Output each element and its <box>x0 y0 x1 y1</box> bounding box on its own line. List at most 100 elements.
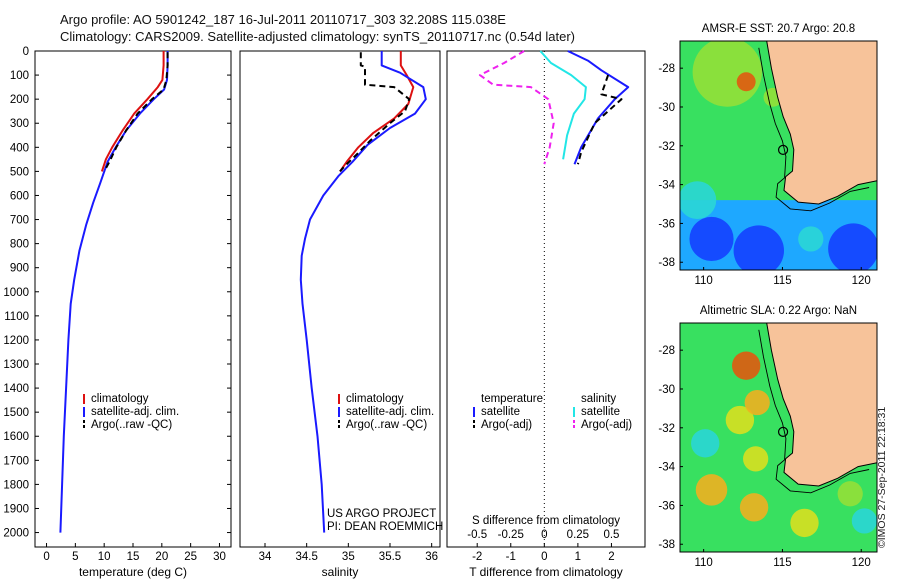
salinity-xtick-label-1: 34.5 <box>295 551 317 563</box>
temperature-xtick-label-3: 15 <box>127 551 140 563</box>
us-argo-project-label: US ARGO PROJECT <box>327 508 436 520</box>
sst-map-ytick-label-0: -28 <box>658 63 675 75</box>
difference-xlabel: T difference from climatology <box>469 565 623 579</box>
sst-map-xtick-label-0: 110 <box>694 275 712 287</box>
figure-title-line-1: Argo profile: AO 5901242_187 16-Jul-2011… <box>60 12 506 27</box>
sla-map-blob-10 <box>851 508 877 534</box>
difference-legend-header-salinity: salinity <box>581 393 616 405</box>
difference-s-tick-label-0: -0.5 <box>467 529 487 541</box>
sla-map-field <box>680 323 877 552</box>
sla-map-blob-2 <box>691 429 720 458</box>
sst-map-ytick-label-4: -36 <box>658 218 675 230</box>
temperature-series-0-line <box>100 51 165 172</box>
difference-salinity-legend-label-0: satellite <box>581 406 620 418</box>
depth-tick-label-17: 1700 <box>3 455 29 467</box>
salinity-xtick-label-3: 35.5 <box>379 551 401 563</box>
sla-map-xtick-label-0: 110 <box>694 557 712 569</box>
sst-map-blob-7 <box>828 223 877 270</box>
sst-map-ytick-label-3: -34 <box>658 180 675 192</box>
temperature-series-1-line <box>59 51 169 533</box>
sst-map-blob-5 <box>733 225 785 270</box>
difference-xtick-label-1: -1 <box>506 551 516 563</box>
sla-map-ytick-label-1: -30 <box>658 384 675 396</box>
difference-xtick-label-3: 1 <box>575 551 581 563</box>
depth-tick-label-9: 900 <box>10 263 29 275</box>
sla-map-blob-5 <box>695 474 728 506</box>
sla-map-argo-marker <box>777 426 789 437</box>
difference-xtick-label-2: 0 <box>541 551 547 563</box>
temperature-series-2-line <box>103 52 169 172</box>
pi-name-label: PI: DEAN ROEMMICH <box>327 521 443 533</box>
difference-plot-frame <box>446 50 646 548</box>
sst-map-coastline <box>766 41 877 205</box>
temperature-legend-label-1: satellite-adj. clim. <box>91 406 179 418</box>
temperature-xtick-label-5: 25 <box>184 551 197 563</box>
salinity-plot-frame <box>239 50 441 548</box>
depth-tick-label-20: 2000 <box>3 528 29 540</box>
sst-map-blob-1 <box>736 72 756 92</box>
difference-series-2-line <box>539 50 587 160</box>
depth-tick-label-3: 300 <box>10 118 29 130</box>
temperature-xtick-label-4: 20 <box>155 551 168 563</box>
difference-s-tick-label-4: 0.5 <box>603 529 619 541</box>
difference-temperature-legend-label-1: Argo(-adj) <box>481 419 532 431</box>
depth-tick-label-12: 1200 <box>3 335 29 347</box>
sst-map-ytick-label-2: -32 <box>658 141 675 153</box>
sla-map-title: Altimetric SLA: 0.22 Argo: NaN <box>700 305 857 317</box>
sst-map-land <box>766 41 877 204</box>
sst-map-xtick-label-1: 115 <box>773 275 791 287</box>
salinity-xtick-label-4: 36 <box>425 551 438 563</box>
sst-map-frame <box>679 40 878 271</box>
sla-map-blob-4 <box>744 389 770 416</box>
depth-tick-label-16: 1600 <box>3 431 29 443</box>
difference-s-tick-label-2: 0 <box>541 529 547 541</box>
temperature-xtick-label-2: 10 <box>98 551 111 563</box>
depth-tick-label-6: 600 <box>10 190 29 202</box>
salinity-legend-label-0: climatology <box>346 393 404 405</box>
depth-tick-label-1: 100 <box>10 70 29 82</box>
depth-tick-label-5: 500 <box>10 166 29 178</box>
depth-tick-label-19: 1900 <box>3 503 29 515</box>
difference-xtick-label-0: -2 <box>472 551 482 563</box>
sla-map-ytick-label-0: -28 <box>658 345 675 357</box>
difference-legend-header-temperature: temperature <box>481 393 543 405</box>
salinity-series-1-line <box>299 51 427 533</box>
salinity-series-2-line <box>339 52 411 173</box>
sst-map-blob-2 <box>694 120 745 172</box>
difference-s-tick-label-3: 0.25 <box>567 529 589 541</box>
sla-map-blob-7 <box>739 493 769 522</box>
difference-series-0-line <box>567 50 630 165</box>
difference-s-label: S difference from climatology <box>472 515 620 527</box>
depth-tick-label-2: 200 <box>10 94 29 106</box>
sla-map-ytick-label-5: -38 <box>658 539 675 551</box>
sla-map-coastline <box>766 323 877 487</box>
sla-map-blob-9 <box>837 481 863 507</box>
sla-map-blob-0 <box>689 339 718 369</box>
sst-map-blob-3 <box>680 181 717 220</box>
difference-s-tick-label-1: -0.25 <box>498 529 524 541</box>
temperature-xtick-label-0: 0 <box>43 551 49 563</box>
difference-temperature-legend-label-0: satellite <box>481 406 520 418</box>
temperature-plot-frame <box>34 50 232 548</box>
sst-map-blob-6 <box>798 226 824 252</box>
sla-map-land <box>766 323 877 486</box>
depth-tick-label-14: 1400 <box>3 383 29 395</box>
temperature-xtick-label-1: 5 <box>72 551 78 563</box>
sla-map-shelf-contour <box>758 329 870 494</box>
depth-tick-label-4: 400 <box>10 142 29 154</box>
sla-map-frame <box>679 322 878 553</box>
sst-map-argo-marker <box>777 144 789 155</box>
salinity-series-0-line <box>339 51 415 172</box>
temperature-legend-label-2: Argo(..raw -QC) <box>91 419 172 431</box>
sla-map-blob-1 <box>732 351 761 380</box>
depth-tick-label-7: 700 <box>10 215 29 227</box>
salinity-legend-label-1: satellite-adj. clim. <box>346 406 434 418</box>
difference-salinity-legend-label-1: Argo(-adj) <box>581 419 632 431</box>
depth-tick-label-18: 1800 <box>3 479 29 491</box>
sla-map-ytick-label-4: -36 <box>658 500 675 512</box>
sst-map-shelf-contour <box>758 47 870 212</box>
temperature-legend-label-0: climatology <box>91 393 149 405</box>
salinity-legend-label-2: Argo(..raw -QC) <box>346 419 427 431</box>
sla-map-xtick-label-2: 120 <box>852 557 871 569</box>
